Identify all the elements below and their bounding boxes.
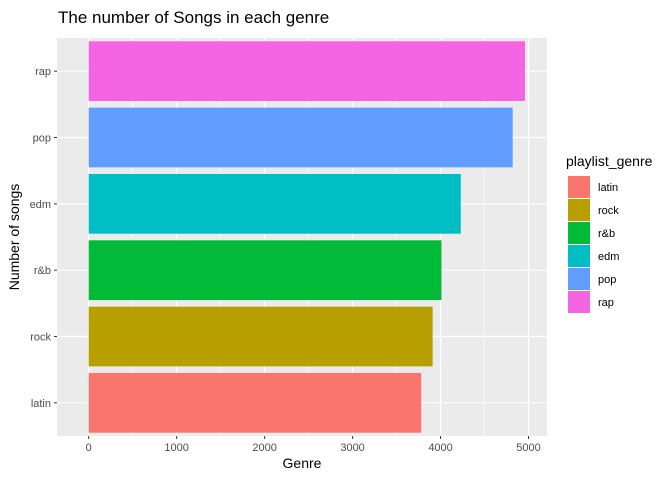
legend-swatch-rap [568,291,590,313]
legend-label-edm: edm [598,251,619,263]
x-axis-title: Genre [283,455,322,471]
legend-swatch-edm [568,245,590,267]
y-tick-label: rock [30,332,51,344]
x-tick-label: 3000 [340,442,364,454]
y-tick-label: rap [35,66,51,78]
y-tick-label: edm [30,199,51,211]
chart-title: The number of Songs in each genre [58,8,329,27]
y-axis-title: Number of songs [6,184,22,291]
legend-title: playlist_genre [566,153,653,169]
y-tick-label: r&b [34,265,51,277]
x-tick-label: 1000 [164,442,188,454]
legend-label-rock: rock [598,205,619,217]
legend-swatch-r-b [568,222,590,244]
legend-swatch-pop [568,268,590,290]
bar-latin [88,372,422,433]
bar-rock [88,306,433,367]
legend-swatch-latin [568,176,590,198]
x-axis-ticks: 0 1000 2000 3000 4000 5000 [86,436,541,454]
legend-label-r-b: r&b [598,228,615,240]
bars [88,41,526,433]
legend-swatch-rock [568,199,590,221]
bar-pop [88,107,513,168]
legend-label-latin: latin [598,182,618,194]
x-tick-label: 5000 [516,442,540,454]
y-tick-label: latin [31,398,51,410]
x-tick-label: 4000 [428,442,452,454]
y-tick-label: pop [33,133,51,145]
legend: playlist_genre latin rock r&b edm pop rap [566,153,653,313]
bar-r-b [88,240,442,301]
bar-rap [88,41,526,102]
plot-panel [57,38,547,436]
bar-edm [88,173,461,234]
x-tick-label: 2000 [252,442,276,454]
x-tick-label: 0 [86,442,92,454]
y-axis-ticks: latin rock r&b edm pop rap [30,66,57,410]
legend-label-rap: rap [598,297,614,309]
legend-label-pop: pop [598,274,616,286]
